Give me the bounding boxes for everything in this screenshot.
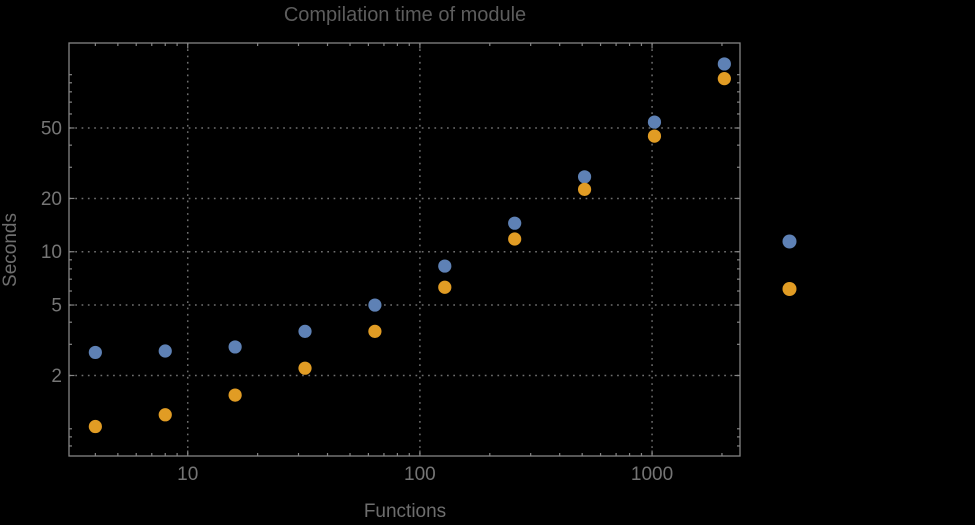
series-series-1-blue bbox=[88, 57, 731, 360]
data-point bbox=[368, 298, 382, 312]
y-tick-label: 2 bbox=[51, 366, 62, 387]
data-point bbox=[647, 129, 662, 143]
chart-title: Compilation time of module bbox=[284, 4, 526, 26]
x-tick-label: 1000 bbox=[631, 464, 673, 485]
x-tick-label: 10 bbox=[177, 464, 198, 485]
y-tick-label: 10 bbox=[41, 242, 62, 263]
x-axis-label: Functions bbox=[364, 501, 446, 522]
data-point bbox=[368, 324, 382, 338]
y-tick-label: 5 bbox=[51, 296, 62, 317]
y-tick-label: 20 bbox=[41, 189, 62, 210]
data-point bbox=[228, 340, 242, 354]
data-point bbox=[88, 345, 102, 360]
data-point bbox=[298, 361, 312, 375]
data-point bbox=[577, 182, 592, 196]
data-point bbox=[438, 259, 452, 273]
plot-frame bbox=[68, 42, 741, 457]
legend-marker-series-1-blue bbox=[782, 234, 797, 249]
y-axis-label: Seconds bbox=[0, 213, 21, 287]
data-point bbox=[228, 388, 242, 402]
legend-markers bbox=[782, 234, 797, 296]
data-points bbox=[88, 57, 731, 434]
gridlines bbox=[69, 43, 740, 456]
series-series-2-orange bbox=[88, 72, 731, 434]
data-point bbox=[88, 419, 102, 434]
legend-marker-series-2-orange bbox=[782, 282, 797, 296]
data-point bbox=[717, 72, 731, 86]
data-point bbox=[438, 280, 452, 294]
y-tick-label: 50 bbox=[41, 118, 62, 139]
tick-labels: 10 100 1000 2 5 10 20 50 bbox=[41, 118, 673, 485]
data-point bbox=[508, 216, 522, 230]
data-point bbox=[717, 57, 731, 71]
x-tick-label: 100 bbox=[404, 464, 436, 485]
data-point bbox=[647, 115, 662, 129]
data-point bbox=[577, 170, 592, 184]
data-point bbox=[508, 232, 522, 246]
frame-ticks bbox=[69, 43, 740, 456]
data-point bbox=[298, 324, 312, 338]
data-point bbox=[158, 408, 172, 422]
data-point bbox=[158, 344, 172, 358]
